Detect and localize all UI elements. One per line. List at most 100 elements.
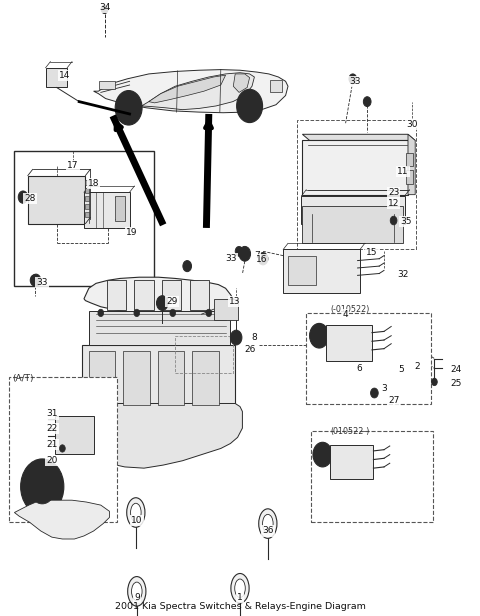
Bar [301, 196, 405, 224]
Bar [311, 431, 433, 522]
Bar [302, 140, 408, 195]
Bar [85, 188, 89, 193]
Bar [134, 280, 154, 310]
Text: 23: 23 [388, 188, 399, 197]
Bar [82, 345, 235, 413]
Text: 33: 33 [36, 278, 48, 286]
Polygon shape [94, 70, 288, 113]
Bar [85, 196, 89, 201]
Polygon shape [71, 444, 84, 536]
Text: 7: 7 [254, 251, 260, 260]
Ellipse shape [235, 579, 245, 598]
Text: 3: 3 [381, 384, 387, 392]
Circle shape [258, 253, 268, 265]
Circle shape [29, 469, 56, 504]
Circle shape [206, 309, 212, 317]
Bar [306, 313, 431, 404]
Polygon shape [408, 134, 415, 195]
Circle shape [21, 459, 64, 514]
Text: 21: 21 [46, 440, 58, 449]
Text: 1: 1 [237, 593, 243, 602]
Text: 30: 30 [406, 120, 418, 129]
Bar [9, 377, 117, 522]
Bar [14, 151, 154, 286]
Bar [190, 280, 209, 310]
Circle shape [30, 275, 39, 286]
Text: 4: 4 [343, 310, 348, 318]
Bar [406, 170, 413, 184]
Ellipse shape [131, 503, 141, 522]
Circle shape [170, 309, 176, 317]
Bar [302, 206, 403, 243]
Circle shape [115, 91, 142, 125]
Circle shape [313, 442, 332, 467]
Circle shape [120, 97, 137, 119]
Text: 26: 26 [244, 346, 255, 354]
Text: 16: 16 [256, 256, 267, 264]
Text: 2001 Kia Spectra Switches & Relays-Engine Diagram: 2001 Kia Spectra Switches & Relays-Engin… [115, 602, 365, 611]
Text: 20: 20 [46, 456, 58, 465]
Circle shape [218, 309, 224, 317]
Bar [55, 416, 94, 454]
Text: 14: 14 [59, 71, 71, 79]
Polygon shape [142, 73, 254, 110]
Text: 28: 28 [24, 194, 36, 203]
Bar [46, 68, 67, 87]
Circle shape [98, 309, 104, 317]
Polygon shape [233, 74, 250, 92]
Ellipse shape [259, 509, 277, 538]
Bar [330, 445, 373, 479]
Circle shape [241, 95, 258, 116]
Text: 6: 6 [356, 364, 362, 373]
Text: (A/T): (A/T) [12, 375, 34, 383]
Bar [28, 176, 85, 224]
Text: 32: 32 [397, 270, 409, 278]
Text: 10: 10 [131, 516, 143, 525]
Ellipse shape [128, 577, 146, 606]
Circle shape [363, 97, 371, 107]
Text: 25: 25 [450, 379, 462, 387]
Bar [85, 180, 89, 185]
Circle shape [349, 74, 357, 84]
Bar [297, 120, 416, 249]
Bar [99, 81, 115, 89]
Bar [288, 256, 316, 285]
Circle shape [237, 89, 263, 123]
Circle shape [31, 274, 41, 286]
Bar [158, 351, 184, 405]
Text: 36: 36 [262, 527, 274, 535]
Bar [84, 192, 130, 228]
Circle shape [310, 323, 329, 348]
Text: 19: 19 [126, 229, 138, 237]
Bar [89, 351, 115, 405]
Text: 22: 22 [46, 424, 58, 433]
Polygon shape [302, 134, 415, 140]
Circle shape [36, 479, 48, 494]
Text: 27: 27 [388, 396, 399, 405]
Text: 11: 11 [397, 167, 409, 176]
Bar [115, 196, 125, 221]
Text: 2: 2 [415, 362, 420, 371]
Bar [85, 204, 89, 209]
Text: 24: 24 [450, 365, 462, 374]
Ellipse shape [231, 573, 249, 603]
Bar [406, 153, 413, 166]
Text: 31: 31 [46, 410, 58, 418]
Polygon shape [14, 500, 109, 539]
Bar [123, 351, 150, 405]
Text: 8: 8 [252, 333, 257, 342]
Polygon shape [79, 403, 242, 468]
Text: 35: 35 [400, 217, 411, 226]
Bar [175, 336, 233, 373]
Circle shape [239, 246, 251, 261]
Text: 5: 5 [398, 365, 404, 374]
Circle shape [230, 330, 242, 345]
Circle shape [134, 309, 140, 317]
Circle shape [18, 191, 28, 203]
Bar [214, 299, 238, 320]
Bar [162, 280, 181, 310]
Text: 29: 29 [166, 298, 178, 306]
Ellipse shape [127, 498, 145, 527]
Polygon shape [84, 277, 235, 320]
Ellipse shape [263, 514, 273, 533]
